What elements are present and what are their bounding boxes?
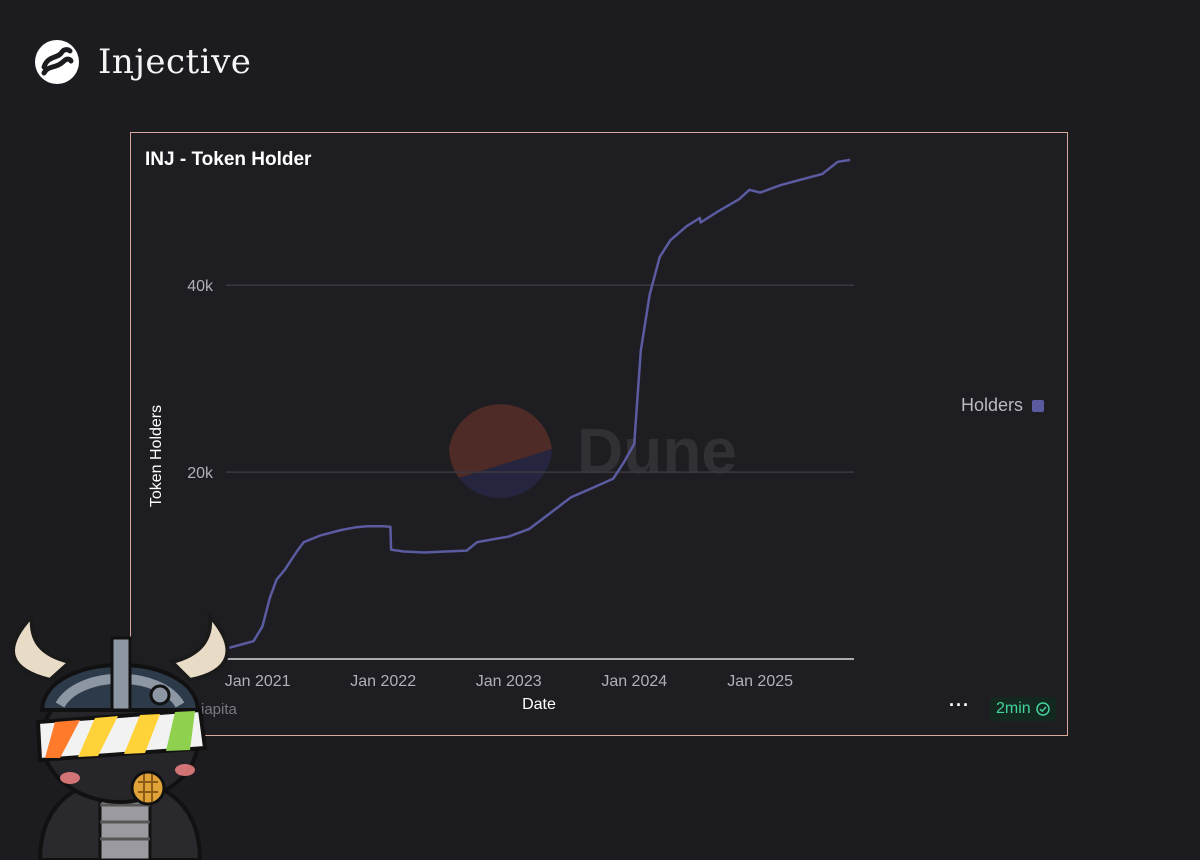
chart-title: INJ - Token Holder <box>145 149 312 170</box>
card-footer: ··· 2min <box>949 695 1056 721</box>
chart-card: Dune 20k 40k Jan 2021 Jan 2022 Jan 2023 Jan 20… <box>130 132 1068 736</box>
x-tick-label: Jan 2022 <box>350 673 416 690</box>
dune-watermark: Dune <box>449 404 737 499</box>
x-axis-title: Date <box>522 696 556 713</box>
legend[interactable]: Holders <box>961 395 1045 416</box>
legend-swatch-holders <box>1032 399 1045 412</box>
x-tick-label: Jan 2024 <box>601 673 667 690</box>
dune-watermark-text: Dune <box>577 415 737 487</box>
dune-watermark-icon-top <box>449 404 552 478</box>
refresh-time: 2min <box>995 700 1031 717</box>
more-options-button[interactable]: ··· <box>949 695 970 715</box>
y-axis-title: Token Holders <box>148 405 165 507</box>
query-author[interactable]: iapita <box>201 701 237 718</box>
x-tick-label: Jan 2025 <box>727 673 793 690</box>
check-circle-icon <box>1035 702 1050 716</box>
injective-logo-icon <box>35 40 79 84</box>
refresh-badge[interactable]: 2min <box>989 697 1056 721</box>
y-tick-label: 40k <box>187 278 214 295</box>
mascot-bull-illustration <box>11 610 230 860</box>
brand-header: Injective <box>34 38 251 86</box>
dune-watermark-icon-bottom <box>459 449 552 499</box>
x-tick-label: Jan 2023 <box>476 673 542 690</box>
series-line-holders <box>228 158 851 650</box>
line-chart: Dune 20k 40k Jan 2021 Jan 2022 Jan 2023 Jan 20… <box>148 158 854 713</box>
y-tick-label: 20k <box>187 465 214 482</box>
legend-label-holders: Holders <box>961 395 1024 415</box>
x-tick-label: Jan 2021 <box>225 673 291 690</box>
brand-name: Injective <box>98 42 252 82</box>
